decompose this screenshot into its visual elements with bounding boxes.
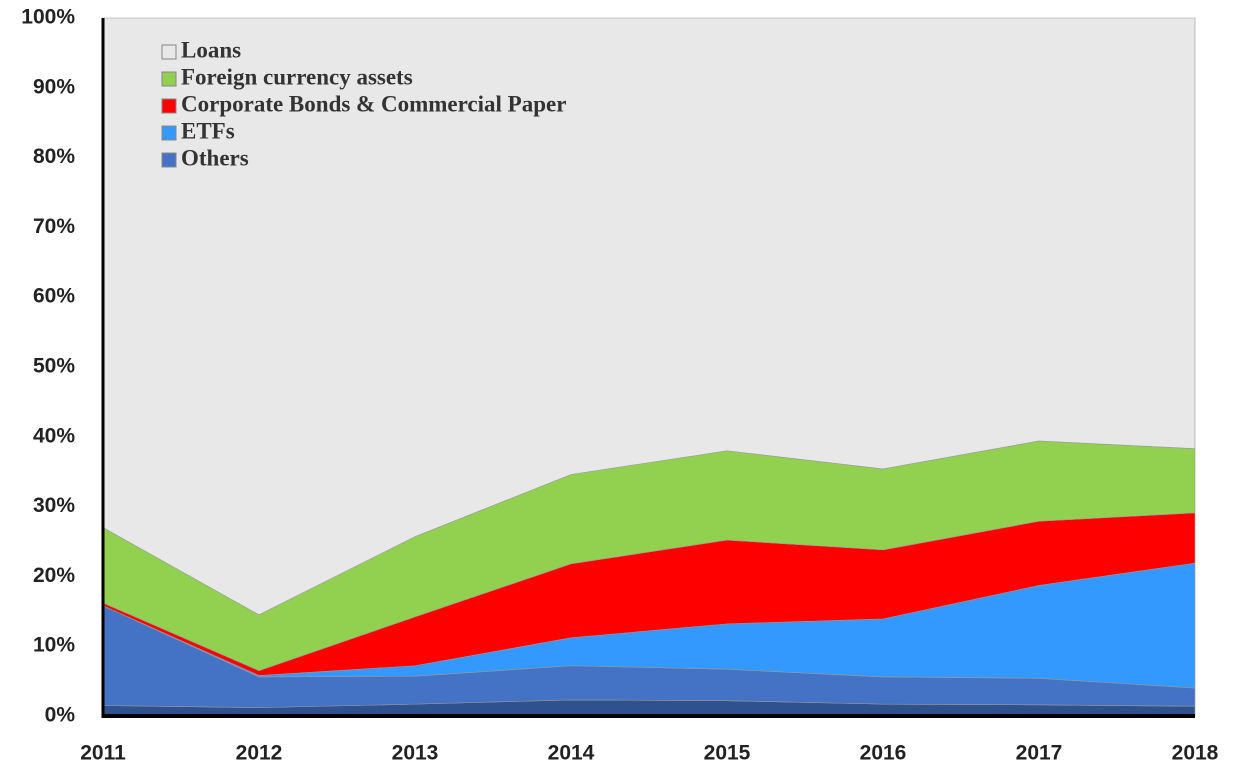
x-tick-label: 2011 <box>80 742 126 765</box>
legend-label: Others <box>181 145 249 170</box>
x-tick-label: 2013 <box>392 742 439 765</box>
y-tick-label: 50% <box>33 355 75 378</box>
x-tick-label: 2012 <box>236 742 283 765</box>
y-tick-label: 70% <box>33 215 75 238</box>
legend-label: Loans <box>181 37 241 62</box>
areas <box>102 17 1196 717</box>
y-tick-label: 40% <box>33 424 75 447</box>
legend-label: Corporate Bonds & Commercial Paper <box>181 91 566 116</box>
y-tick-label: 100% <box>21 6 75 29</box>
x-tick-label: 2015 <box>704 742 751 765</box>
legend-label: Foreign currency assets <box>181 64 413 89</box>
legend-label: ETFs <box>181 118 235 143</box>
x-tick-label: 2017 <box>1016 742 1063 765</box>
x-tick-label: 2016 <box>860 742 907 765</box>
y-tick-label: 10% <box>33 634 75 657</box>
legend-swatch <box>161 71 177 87</box>
legend-swatch <box>161 152 177 168</box>
legend-swatch <box>161 44 177 60</box>
y-tick-label: 20% <box>33 564 75 587</box>
axes: 0% 10% 20% 30% 40% 50% 60% 70% 80% 90% 100% 2011 201… <box>21 6 1218 765</box>
legend-swatch <box>161 98 177 114</box>
x-tick-label: 2014 <box>548 742 595 765</box>
area <box>102 17 1196 616</box>
legend-swatch <box>161 125 177 141</box>
y-tick-label: 30% <box>33 494 75 517</box>
y-tick-label: 90% <box>33 75 75 98</box>
x-tick-label: 2018 <box>1172 742 1219 765</box>
y-tick-label: 80% <box>33 145 75 168</box>
y-tick-label: 60% <box>33 285 75 308</box>
y-tick-label: 0% <box>45 704 76 727</box>
